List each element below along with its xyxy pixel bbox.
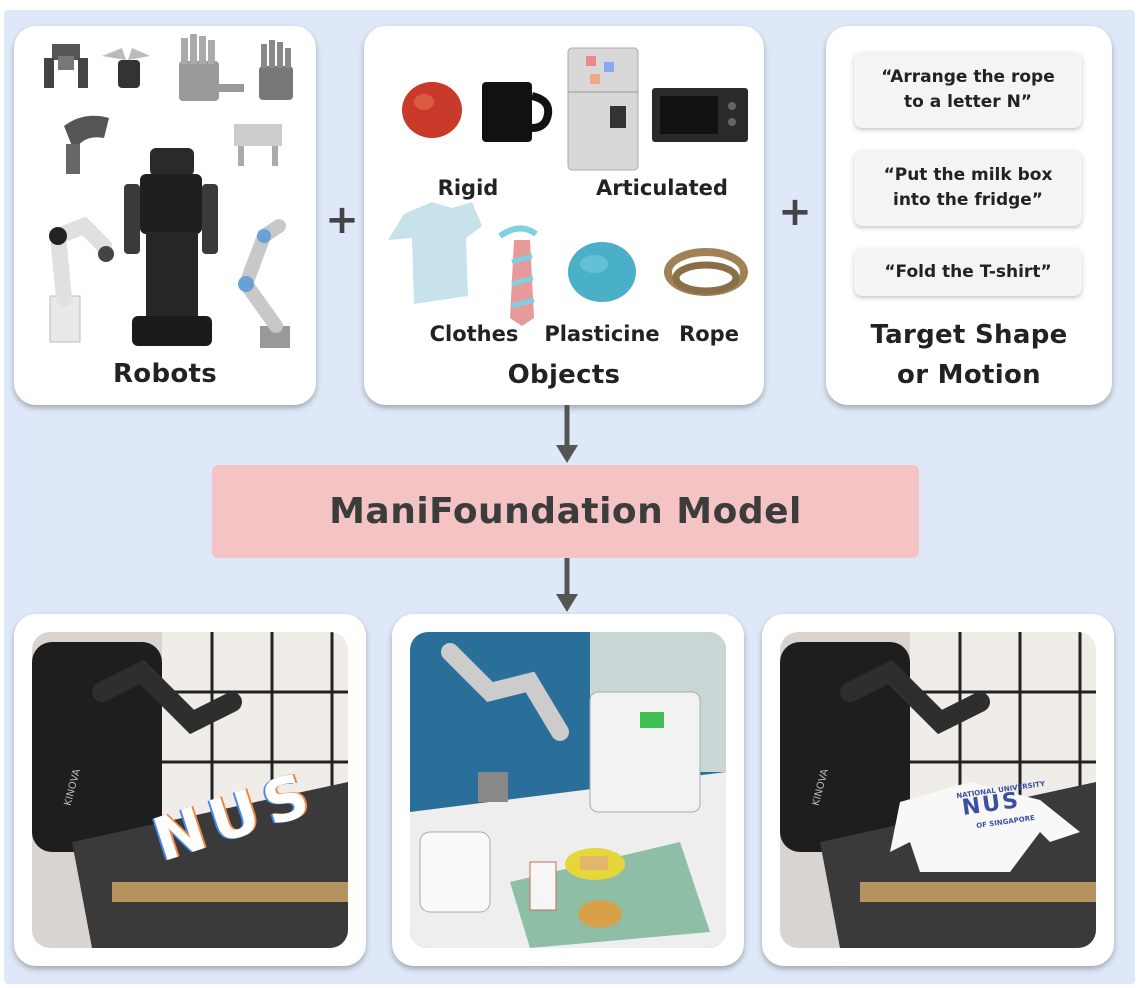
winged-gripper-icon [102,48,150,88]
target-title-line2: or Motion [897,360,1041,390]
tshirt-scene-svg [780,632,1096,948]
target-card: “Arrange the rope to a letter N” “Put th… [826,26,1112,405]
fridge-icon [567,47,639,171]
robots-illustration [44,34,293,348]
plasticine-icon [568,242,636,302]
parallel-gripper-icon [234,124,282,166]
photo-kitchen [410,632,726,948]
arrow-to-results [556,558,578,612]
instruction-tshirt: “Fold the T-shirt” [854,248,1082,296]
objects-card: Rigid Articulated Clothes Plasticine Rop… [364,26,764,405]
robots-title: Robots [112,359,218,389]
articulated-label: Articulated [596,176,728,200]
instruction-rope: “Arrange the rope to a letter N” [854,52,1082,128]
kitchen-scene-svg [410,632,726,948]
rope-icon [664,248,748,296]
instruction-rope-line2: to a letter N” [904,92,1032,112]
dexterous-hand-icon [179,34,244,101]
robot-arm-icon [49,216,114,343]
shirt-icon [388,202,482,304]
instruction-fridge-line2: into the fridge” [893,190,1043,210]
clothes-label: Clothes [429,322,519,346]
result-card-tshirt: NATIONAL UNIVERSITY NUS OF SINGAPORE KIN… [762,614,1114,966]
plus-sign-1: + [325,197,359,243]
arrow-to-model [556,405,578,463]
dexterous-hand-2-icon [259,40,293,100]
instruction-tshirt-line1: “Fold the T-shirt” [884,261,1052,282]
ur-arm-icon [238,219,290,348]
apple-icon [402,82,462,138]
mug-icon [482,82,553,142]
plus-sign-2: + [778,189,812,235]
tie-icon [498,225,538,326]
target-title-line1: Target Shape [870,320,1068,350]
objects-title: Objects [507,360,621,390]
plasticine-label: Plasticine [544,322,660,346]
humanoid-robot-icon [124,148,218,346]
microwave-icon [652,88,748,142]
photo-rope-nus: NUS KINOVA [32,632,348,948]
result-card-kitchen [392,614,744,966]
rigid-label: Rigid [437,176,499,200]
objects-illustration [388,47,748,326]
result-card-rope: NUS KINOVA [14,614,366,966]
gripper-icon [44,44,88,88]
rope-scene-svg [32,632,348,948]
photo-tshirt: NATIONAL UNIVERSITY NUS OF SINGAPORE KIN… [780,632,1096,948]
rope-label: Rope [679,322,739,346]
manifoundation-model-box: ManiFoundation Model [212,465,919,558]
robots-card: Robots [14,26,316,405]
instruction-fridge-line1: “Put the milk box [883,165,1053,185]
curved-gripper-icon [64,115,109,174]
instruction-rope-line1: “Arrange the rope [881,67,1055,87]
instruction-fridge: “Put the milk box into the fridge” [854,150,1082,226]
